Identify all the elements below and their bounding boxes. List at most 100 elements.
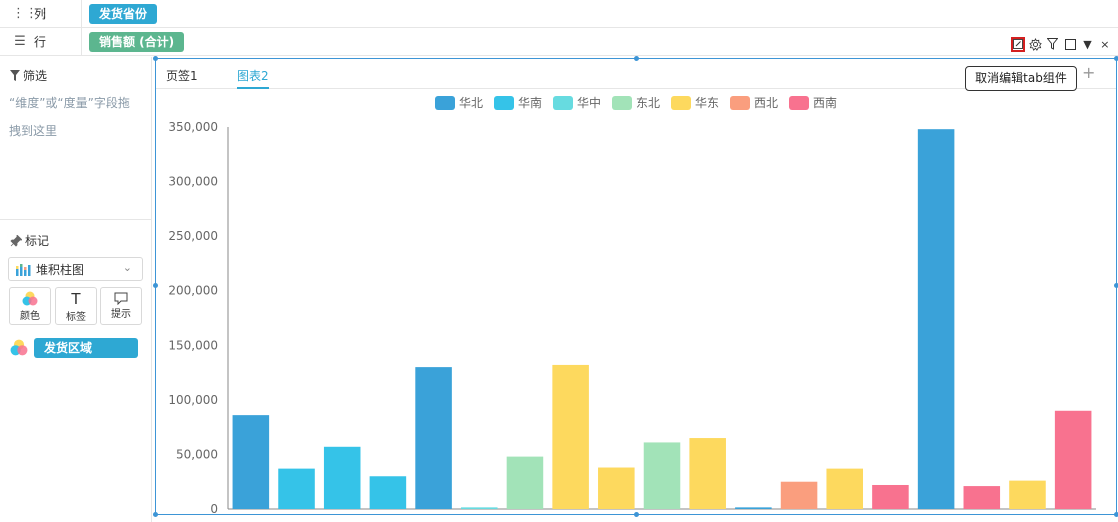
gear-icon[interactable] [1028, 37, 1042, 52]
filter-title: 筛选 [23, 69, 48, 83]
marks-section: 标记 堆积柱图 ⌄ 颜色 T 标签 提示 [0, 219, 151, 519]
color-palette-icon [22, 291, 38, 305]
bar [735, 507, 772, 509]
y-tick-label: 300,000 [168, 175, 218, 189]
resize-handle[interactable] [153, 283, 158, 288]
y-axis: 0 50,000 100,000 150,000 200,000 250,000 300,0… [168, 120, 1096, 514]
legend-label: 华北 [459, 96, 483, 110]
bar [689, 438, 726, 509]
color-mark-label: 颜色 [20, 310, 40, 322]
resize-handle[interactable] [1114, 512, 1118, 517]
bar [917, 129, 955, 509]
color-mark-button[interactable]: 颜色 [9, 287, 51, 325]
column-field-pill[interactable]: 发货省份 [89, 4, 158, 24]
add-tab-icon[interactable]: + [1082, 63, 1096, 82]
marks-header: 标记 [10, 232, 49, 249]
resize-handle[interactable] [153, 512, 158, 517]
legend-label: 东北 [636, 96, 660, 110]
resize-handle[interactable] [1114, 283, 1118, 288]
legend-swatch [789, 96, 809, 110]
color-field-pill[interactable]: 发货区域 [34, 338, 138, 358]
column-shelf-header: ⋮⋮⋮ 列 [0, 0, 82, 27]
bar [780, 481, 818, 509]
y-tick-label: 200,000 [168, 284, 218, 298]
legend-label: 华南 [518, 95, 542, 110]
tab-page1[interactable]: 页签1 [166, 69, 198, 83]
tooltip-mark-button[interactable]: 提示 [100, 287, 142, 325]
speech-bubble-icon [114, 292, 128, 305]
row-shelf: ☰ 行 销售额 (合计) [0, 28, 1118, 56]
caret-down-icon[interactable]: ▼ [1083, 37, 1092, 51]
edit-icon[interactable] [1011, 36, 1026, 52]
filter-icon[interactable] [1046, 37, 1060, 52]
pin-icon [10, 234, 22, 247]
bar [1054, 410, 1092, 509]
legend-swatch [671, 96, 691, 110]
legend-label: 华中 [577, 95, 601, 110]
resize-handle[interactable] [1114, 56, 1118, 61]
tab-bar: 页签1 图表2 + [156, 59, 1116, 89]
legend-label: 西南 [813, 95, 837, 110]
bar [963, 486, 1001, 509]
y-tick-label: 0 [210, 502, 218, 514]
tooltip-mark-label: 提示 [111, 309, 131, 320]
legend-label: 西北 [754, 96, 778, 110]
legend-swatch [435, 96, 455, 110]
columns-icon: ⋮⋮⋮ [12, 6, 51, 21]
filter-header: 筛选 [10, 67, 47, 84]
bar [232, 415, 270, 509]
y-tick-label: 250,000 [168, 229, 218, 243]
bar [552, 364, 589, 509]
resize-handle[interactable] [634, 56, 639, 61]
filter-icon [10, 70, 20, 81]
bar [460, 507, 498, 509]
y-tick-label: 100,000 [168, 393, 218, 407]
row-shelf-label: 行 [34, 35, 47, 49]
y-tick-label: 350,000 [168, 120, 218, 134]
color-palette-icon [10, 339, 28, 356]
stacked-bar-icon [16, 263, 31, 276]
bar [415, 367, 452, 509]
chart-type-value: 堆积柱图 [36, 262, 85, 277]
tab-chart2[interactable]: 图表2 [237, 69, 269, 83]
row-field-pill[interactable]: 销售额 (合计) [89, 32, 185, 52]
resize-handle[interactable] [153, 56, 158, 61]
bar [369, 476, 407, 509]
chart-type-select[interactable]: 堆积柱图 ⌄ [8, 257, 143, 281]
y-tick-label: 50,000 [176, 447, 218, 461]
maximize-icon[interactable] [1063, 37, 1077, 52]
stacked-bar-chart: 华北 华南 华中 东北 华东 西北 西南 0 50,000 100,000 150,000 200,… [168, 95, 1096, 514]
close-icon[interactable]: × [1100, 37, 1110, 51]
tab-component[interactable]: 页签1 图表2 + 华北 华南 华中 东北 华东 西北 西南 0 50,000 100,000 1… [155, 58, 1117, 515]
marks-title: 标记 [25, 234, 50, 248]
bar [872, 484, 909, 509]
text-icon: T [71, 289, 81, 308]
bar [278, 468, 315, 509]
legend-swatch [612, 96, 632, 110]
legend-swatch [494, 96, 514, 110]
bar [643, 442, 681, 509]
chevron-down-icon: ⌄ [122, 261, 132, 274]
legend-swatch [553, 96, 573, 110]
bar [1009, 480, 1046, 509]
filter-drop-zone[interactable]: “维度”或“度量”字段拖拽到这里 [9, 96, 130, 138]
resize-handle[interactable] [634, 512, 639, 517]
column-shelf: ⋮⋮⋮ 列 发货省份 [0, 0, 1118, 28]
bar [506, 456, 544, 509]
row-shelf-header: ☰ 行 [0, 28, 82, 55]
bar [826, 468, 864, 509]
left-panel: 筛选 “维度”或“度量”字段拖拽到这里 标记 堆积柱图 ⌄ 颜色 T 标签 [0, 57, 152, 522]
rows-icon: ☰ [14, 34, 26, 49]
chart-legend: 华北 华南 华中 东北 华东 西北 西南 [435, 95, 837, 110]
widget-toolbar: ▼ × [1009, 33, 1112, 55]
y-tick-label: 150,000 [168, 338, 218, 352]
active-tab-indicator [237, 87, 269, 89]
column-shelf-label: 列 [34, 7, 47, 21]
label-mark-label: 标签 [66, 311, 86, 323]
label-mark-button[interactable]: T 标签 [55, 287, 97, 325]
bars [232, 129, 1092, 509]
legend-label: 华东 [695, 96, 719, 110]
bar [598, 467, 635, 509]
color-field-row: 发货区域 [10, 338, 138, 358]
legend-swatch [730, 96, 750, 110]
